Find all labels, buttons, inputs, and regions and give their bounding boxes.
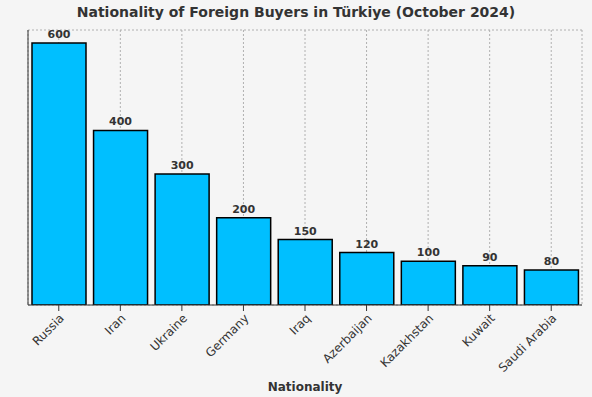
html-text:Nationality of Foreign Buyers: Nationality of Foreign Buyers in Türkiye… — [76, 4, 516, 20]
svg-text:80: 80 — [544, 255, 560, 268]
svg-text:Kuwait: Kuwait — [460, 311, 498, 349]
svg-text:600: 600 — [48, 28, 71, 41]
svg-text:Russia: Russia — [30, 311, 67, 348]
svg-text:Germany: Germany — [203, 311, 252, 360]
svg-text:100: 100 — [417, 246, 440, 259]
svg-text:120: 120 — [355, 238, 378, 251]
svg-text:Kazakhstan: Kazakhstan — [377, 311, 436, 370]
svg-text:300: 300 — [171, 159, 194, 172]
svg-text:Nationality: Nationality — [268, 380, 343, 394]
svg-text:400: 400 — [109, 115, 132, 128]
svg-text:150: 150 — [294, 225, 317, 238]
svg-text:Saudi Arabia: Saudi Arabia — [496, 311, 560, 375]
svg-text:Ukraine: Ukraine — [147, 311, 190, 354]
svg-text:90: 90 — [482, 251, 498, 264]
svg-text:Iran: Iran — [102, 311, 128, 337]
svg-text:Azerbaijan: Azerbaijan — [320, 311, 375, 366]
svg-text:200: 200 — [232, 203, 255, 216]
svg-text:Iraq: Iraq — [287, 311, 313, 337]
